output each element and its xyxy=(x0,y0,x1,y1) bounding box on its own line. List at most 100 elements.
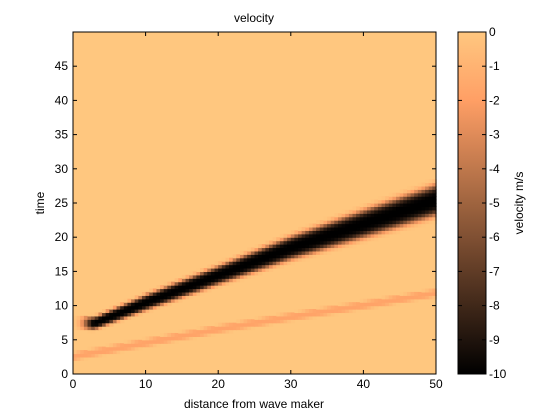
heatmap-cell xyxy=(283,240,288,245)
colorbar-tick-label: -8 xyxy=(489,299,500,313)
heatmap-cell xyxy=(210,274,216,279)
heatmap-cell xyxy=(239,250,245,255)
heatmap-cell xyxy=(261,247,266,252)
heatmap-cell xyxy=(312,226,317,231)
heatmap-cell xyxy=(258,244,263,249)
heatmap-cell xyxy=(218,322,223,327)
y-tick-label: 30 xyxy=(55,162,69,176)
heatmap-cell xyxy=(210,278,216,283)
heatmap-cell xyxy=(385,206,390,211)
heatmap-cell xyxy=(403,216,408,221)
heatmap-cell xyxy=(388,216,394,221)
heatmap-cell xyxy=(345,302,350,307)
heatmap-cell xyxy=(308,254,314,259)
heatmap-cell xyxy=(377,199,383,204)
heatmap-cell xyxy=(236,271,241,276)
heatmap-cell xyxy=(363,298,368,303)
heatmap-cell xyxy=(388,209,394,214)
heatmap-cell xyxy=(341,309,346,314)
heatmap-cell xyxy=(243,267,248,272)
heatmap-cell xyxy=(308,233,314,238)
heatmap-cell xyxy=(385,295,390,300)
heatmap-cell xyxy=(319,237,325,242)
heatmap-cell xyxy=(294,250,299,255)
heatmap-cell xyxy=(232,322,237,327)
heatmap-cell xyxy=(388,192,394,197)
heatmap-cell xyxy=(374,203,379,208)
heatmap-cell xyxy=(414,213,419,218)
heatmap-cell xyxy=(287,240,292,245)
heatmap-cell xyxy=(269,240,274,245)
heatmap-cell xyxy=(305,223,310,228)
heatmap-cell xyxy=(290,247,296,252)
heatmap-cell xyxy=(406,226,412,231)
heatmap-cell xyxy=(308,250,314,255)
heatmap-cell xyxy=(243,274,248,279)
heatmap-cell xyxy=(370,226,375,231)
heatmap-cell xyxy=(308,240,314,245)
heatmap-cell xyxy=(410,213,415,218)
heatmap-cell xyxy=(359,298,364,303)
heatmap-cell xyxy=(432,295,437,300)
heatmap-cell xyxy=(388,206,394,211)
heatmap-cell xyxy=(334,233,339,238)
heatmap-cell xyxy=(265,250,270,255)
heatmap-cell xyxy=(356,206,361,211)
heatmap-cell xyxy=(298,309,303,314)
heatmap-cell xyxy=(406,223,412,228)
heatmap-cell xyxy=(417,216,423,221)
heatmap-cell xyxy=(319,247,325,252)
heatmap-cell xyxy=(406,185,412,190)
heatmap-cell xyxy=(396,213,401,218)
heatmap-cell xyxy=(250,322,256,327)
heatmap-cell xyxy=(218,271,223,276)
heatmap-cell xyxy=(425,185,430,190)
heatmap-cell xyxy=(305,244,310,249)
heatmap-cell xyxy=(87,329,92,334)
heatmap-cell xyxy=(385,203,390,208)
heatmap-cell xyxy=(385,230,390,235)
heatmap-cell xyxy=(167,336,172,341)
heatmap-cell xyxy=(308,230,314,235)
heatmap-cell xyxy=(410,226,415,231)
heatmap-cell xyxy=(258,264,263,269)
heatmap-cell xyxy=(308,315,314,320)
heatmap-cell xyxy=(348,226,354,231)
heatmap-cell xyxy=(221,326,227,331)
heatmap-cell xyxy=(298,226,303,231)
heatmap-cell xyxy=(109,309,114,314)
x-tick-label: 30 xyxy=(284,377,298,391)
heatmap-cell xyxy=(352,216,357,221)
heatmap-cell xyxy=(396,298,401,303)
heatmap-cell xyxy=(181,274,187,279)
x-axis: 0 10 20 30 40 50 xyxy=(70,32,443,391)
heatmap-cell xyxy=(156,336,161,341)
heatmap-cell xyxy=(272,264,277,269)
heatmap-cell xyxy=(163,298,168,303)
heatmap-cell xyxy=(352,220,357,225)
heatmap-cell xyxy=(337,244,343,249)
x-tick-label: 20 xyxy=(212,377,226,391)
heatmap-cell xyxy=(334,240,339,245)
heatmap-cell xyxy=(94,315,100,320)
heatmap-cell xyxy=(432,196,437,201)
heatmap-cell xyxy=(236,274,241,279)
heatmap-cell xyxy=(145,291,150,296)
heatmap-cell xyxy=(232,264,237,269)
heatmap-cell xyxy=(178,285,183,290)
heatmap-cell xyxy=(359,206,364,211)
heatmap-cell xyxy=(236,257,241,262)
heatmap-cell xyxy=(221,281,227,286)
heatmap-cell xyxy=(367,226,372,231)
heatmap-cell xyxy=(330,312,335,317)
heatmap-cell xyxy=(363,302,368,307)
heatmap-cell xyxy=(414,209,419,214)
colorbar-ticks: 0 -1 -2 -3 -4 -5 -6 -7 -8 -9 -10 xyxy=(458,25,507,381)
heatmap-cell xyxy=(406,189,412,194)
heatmap-cell xyxy=(319,226,325,231)
heatmap-cell xyxy=(258,250,263,255)
heatmap-cell xyxy=(308,223,314,228)
heatmap-cell xyxy=(298,240,303,245)
heatmap-cell xyxy=(403,203,408,208)
heatmap-cell xyxy=(385,226,390,231)
